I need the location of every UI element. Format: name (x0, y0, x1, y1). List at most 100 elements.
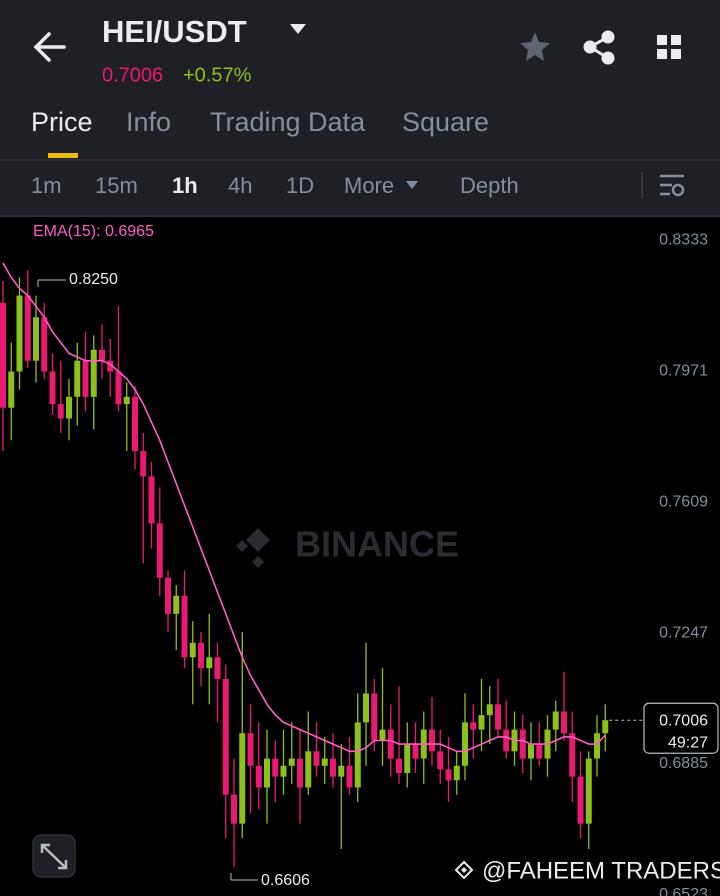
candle-body (354, 722, 361, 788)
interval[interactable]: 15m (95, 173, 138, 198)
candle-body (486, 704, 493, 716)
settings-icon[interactable] (660, 174, 685, 197)
candle-body (445, 769, 452, 781)
candle-body (247, 733, 254, 766)
candle-body (602, 720, 609, 734)
candle-body (90, 349, 97, 397)
favorite-icon[interactable] (520, 32, 550, 61)
candle-body (82, 360, 89, 397)
tab[interactable]: Square (402, 107, 489, 137)
credit-logo (454, 860, 474, 880)
candle-body (198, 642, 204, 669)
candle-body (222, 678, 229, 795)
tab[interactable]: Trading Data (210, 107, 366, 137)
interval[interactable]: More (344, 173, 394, 198)
candle-body (462, 722, 468, 766)
low-marker: 0.6606 (261, 872, 310, 889)
candle-body (495, 704, 501, 730)
candle-body (132, 396, 138, 452)
candle-body (272, 758, 279, 777)
candle-body (297, 758, 303, 788)
watermark: BINANCE (295, 524, 459, 565)
candle-body (264, 758, 270, 788)
candle-body (536, 744, 543, 759)
candle-body (99, 349, 105, 361)
candle-body (470, 722, 477, 730)
candle-body (239, 733, 246, 824)
pair-dropdown[interactable] (290, 24, 306, 34)
candle-body (16, 295, 23, 372)
candle-body (288, 758, 295, 766)
candle-body (189, 642, 196, 658)
candle-body (280, 765, 287, 777)
candle-body (24, 295, 31, 361)
candle-body (569, 733, 576, 777)
candle-body (371, 693, 378, 741)
candle-body (74, 360, 81, 397)
candle-body (404, 744, 411, 774)
y-tick-label: 0.7971 (659, 362, 708, 379)
candle-body (206, 657, 213, 669)
change: +0.57% (183, 64, 252, 86)
candle-body (346, 765, 353, 788)
candle-body (0, 302, 6, 408)
candle-body (338, 765, 345, 777)
ema-line (2, 262, 606, 753)
candle-body (148, 476, 155, 524)
interval[interactable]: 1h (172, 173, 198, 198)
interval[interactable]: 4h (228, 173, 252, 198)
ema-label: EMA(15): 0.6965 (33, 223, 154, 240)
y-tick-label: 0.6885 (659, 755, 708, 772)
candle-body (231, 794, 237, 824)
candle-body (552, 711, 559, 730)
last-price: 0.7006 (659, 712, 708, 729)
tab-underline (48, 153, 78, 158)
price: 0.7006 (102, 64, 163, 86)
grid-icon[interactable] (657, 35, 681, 59)
candle-body (41, 317, 48, 372)
candle-body (33, 317, 39, 361)
candle-body (173, 595, 180, 614)
header-bg (0, 0, 720, 216)
watermark-logo (236, 528, 270, 568)
candle-body (478, 715, 485, 730)
more-dropdown[interactable] (406, 181, 418, 189)
candle-body (396, 758, 402, 774)
candle-body (387, 729, 394, 759)
candle-body (107, 360, 114, 372)
interval[interactable]: Depth (460, 173, 519, 198)
candle-body (181, 595, 188, 658)
y-tick-label: 0.7247 (659, 624, 708, 641)
candle-body (585, 758, 592, 824)
candle-body (594, 733, 600, 759)
candle-body (561, 711, 567, 734)
pair[interactable]: HEI/USDT (102, 14, 247, 49)
credit: @FAHEEM TRADERS (482, 857, 720, 884)
candle-body (255, 765, 262, 788)
candle-body (379, 729, 386, 741)
high-marker: 0.8250 (69, 271, 118, 288)
interval[interactable]: 1D (286, 173, 314, 198)
y-tick-label: 0.6523 (659, 886, 708, 896)
candle-body (519, 729, 526, 759)
candle-body (363, 693, 369, 723)
candle-body (156, 523, 163, 578)
y-tick-label: 0.7609 (659, 493, 708, 510)
candle-body (214, 657, 221, 679)
candle-body (140, 451, 147, 477)
y-tick-label: 0.8333 (659, 231, 708, 248)
share-icon[interactable] (583, 30, 615, 65)
back-button[interactable] (33, 32, 66, 62)
tab[interactable]: Price (31, 107, 93, 137)
candle-body (115, 371, 122, 405)
interval[interactable]: 1m (31, 173, 62, 198)
candle-body (528, 744, 534, 759)
candle-body (577, 776, 584, 824)
tab[interactable]: Info (126, 107, 171, 137)
candle-body (8, 371, 15, 408)
candle-body (453, 765, 460, 781)
candle-body (123, 396, 130, 405)
expand-button[interactable] (32, 834, 76, 878)
candle-body (330, 758, 336, 777)
